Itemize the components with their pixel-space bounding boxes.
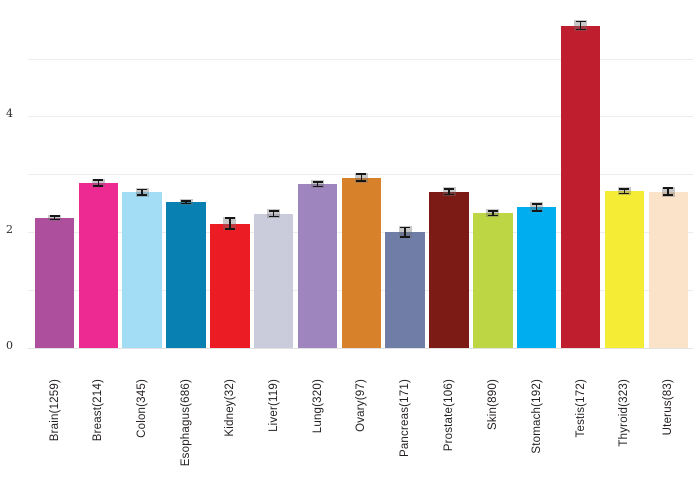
x-axis-label-slot: Testis(172)	[559, 379, 603, 437]
error-bar-bottom-cap	[663, 194, 674, 196]
error-bar-top-cap	[356, 173, 367, 176]
error-bar-bottom-cap	[531, 209, 542, 212]
error-bar-stem	[623, 188, 626, 194]
bar-testis-172	[560, 25, 601, 349]
error-bar-top-cap	[49, 215, 60, 217]
x-axis-label-slot: Liver(119)	[252, 379, 296, 432]
x-axis-category-label: Pancreas(171)	[399, 379, 412, 458]
error-bar-stem	[360, 174, 363, 182]
error-bar-top-cap	[181, 199, 191, 202]
bar-uterus-83	[648, 191, 688, 349]
error-bar-stem	[141, 189, 143, 196]
error-bar-bottom-cap	[93, 185, 104, 187]
x-axis-category-label: Liver(119)	[267, 379, 280, 432]
y-axis-tick-label: 0	[6, 339, 13, 352]
bar-prostate-106	[429, 191, 469, 349]
error-bar-bottom-cap	[49, 218, 60, 221]
error-bar-top-cap	[619, 187, 630, 190]
bar-breast-214	[78, 183, 118, 349]
bar-colon-345	[122, 192, 162, 349]
bar-stomach-192	[516, 207, 557, 349]
error-bar-top-cap	[575, 20, 586, 23]
error-bar-stem	[579, 21, 582, 30]
error-bar-stem	[316, 181, 319, 187]
error-bar-top-cap	[444, 187, 454, 190]
x-axis-label-slot: Esophagus(686)	[164, 379, 208, 466]
x-axis-category-label: Esophagus(686)	[180, 379, 192, 467]
bar-thyroid-323	[604, 191, 645, 349]
x-axis-category-label: Breast(214)	[92, 379, 105, 442]
x-axis-line	[28, 348, 693, 349]
x-axis-label-slot: Colon(345)	[120, 379, 164, 438]
x-axis-category-label: Colon(345)	[136, 379, 149, 438]
error-bar-bottom-cap	[619, 192, 630, 195]
error-bar-bottom-cap	[137, 194, 148, 196]
error-bar-bottom-cap	[575, 28, 586, 31]
error-bar-bottom-cap	[312, 185, 323, 188]
error-bar-stem	[535, 203, 538, 211]
error-bar-bottom-cap	[487, 214, 498, 217]
x-axis-category-label: Thyroid(323)	[618, 379, 631, 447]
error-bar-top-cap	[663, 187, 674, 190]
error-bar-top-cap	[224, 217, 235, 220]
bar-brain-1259	[34, 217, 75, 349]
bar-liver-119	[253, 213, 294, 349]
gridline	[28, 116, 693, 118]
x-axis-label-slot: Stomach(192)	[515, 379, 559, 454]
x-axis-label-slot: Skin(890)	[471, 379, 515, 430]
x-axis-category-label: Lung(320)	[311, 379, 324, 434]
error-bar-stem	[53, 216, 56, 220]
error-bar-bottom-cap	[400, 235, 411, 238]
x-axis-label-slot: Uterus(83)	[646, 379, 690, 435]
error-bar-top-cap	[487, 209, 498, 212]
error-bar-stem	[448, 188, 450, 195]
bar-lung-320	[297, 184, 338, 349]
bar-skin-890	[473, 213, 513, 349]
x-axis-category-label: Ovary(97)	[355, 379, 368, 432]
error-bar-stem	[229, 218, 231, 229]
x-axis-label-slot: Breast(214)	[76, 379, 120, 441]
x-axis-category-label: Prostate(106)	[443, 379, 455, 452]
bar-ovary-97	[341, 177, 382, 349]
error-bar-top-cap	[268, 209, 279, 212]
error-bar-top-cap	[93, 179, 104, 181]
x-axis-label-slot: Pancreas(171)	[383, 379, 427, 457]
bar-kidney-32	[210, 223, 250, 349]
x-axis-label-slot: Brain(1259)	[33, 379, 77, 441]
y-axis-tick-label: 2	[6, 223, 13, 237]
bar-pancreas-171	[385, 232, 425, 349]
error-bar-bottom-cap	[181, 202, 191, 205]
error-bar-stem	[404, 227, 406, 237]
x-axis-label-slot: Ovary(97)	[339, 379, 383, 432]
error-bar-top-cap	[400, 226, 411, 229]
gridline	[28, 58, 693, 60]
error-bar-stem	[667, 188, 669, 196]
error-bar-top-cap	[312, 180, 323, 183]
error-bar-stem	[97, 180, 100, 186]
bar-esophagus-686	[166, 202, 206, 349]
x-axis-category-label: Kidney(32)	[223, 379, 236, 437]
x-axis-label-slot: Kidney(32)	[208, 379, 252, 437]
error-bar-stem	[185, 200, 187, 204]
x-axis-category-label: Uterus(83)	[662, 379, 675, 436]
y-axis-tick-label: 4	[6, 107, 13, 121]
error-bar-bottom-cap	[268, 215, 279, 218]
x-axis-category-label: Testis(172)	[574, 379, 587, 438]
x-axis-category-label: Stomach(192)	[530, 379, 543, 454]
error-bar-top-cap	[137, 188, 148, 191]
error-bar-bottom-cap	[224, 227, 235, 230]
x-axis-label-slot: Thyroid(323)	[602, 379, 646, 447]
error-bar-stem	[492, 210, 494, 216]
error-bar-stem	[272, 210, 275, 217]
x-axis-label-slot: Prostate(106)	[427, 379, 471, 451]
x-axis-label-slot: Lung(320)	[296, 379, 340, 433]
x-axis-category-label: Skin(890)	[486, 379, 499, 431]
error-bar-top-cap	[531, 202, 542, 205]
x-axis-category-label: Brain(1259)	[48, 379, 61, 442]
error-bar-bottom-cap	[444, 193, 454, 196]
error-bar-bottom-cap	[356, 180, 367, 183]
